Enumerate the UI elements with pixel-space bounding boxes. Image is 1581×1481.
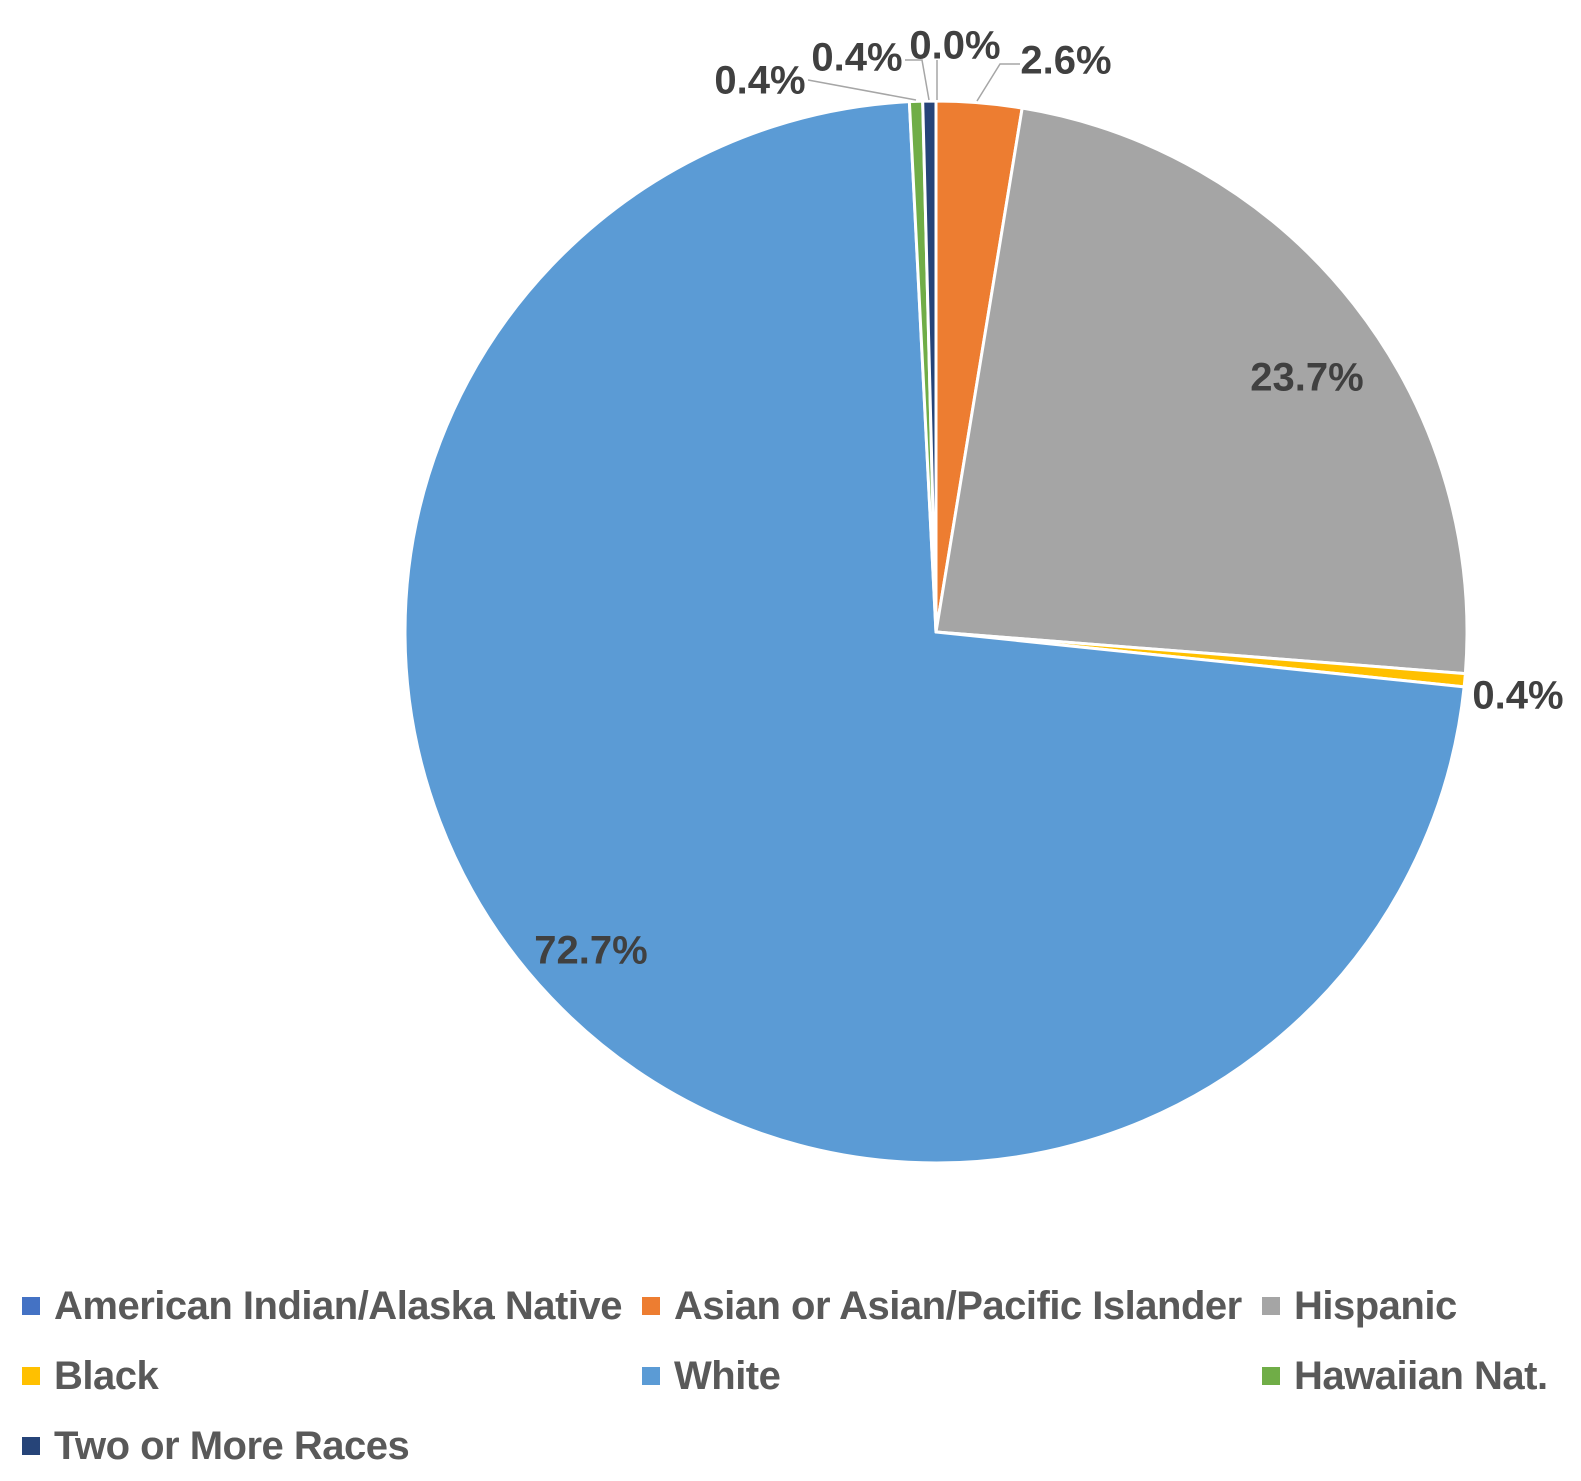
pie-slice-hispanic (934, 106, 1469, 676)
leader-line-two-or-more-races (905, 59, 930, 101)
legend-item-black: Black (22, 1352, 642, 1400)
data-labels: 0.0% 2.6%23.7%0.4%72.7%0.4%0.4% (534, 24, 1563, 973)
legend-label-hispanic: Hispanic (1294, 1283, 1457, 1328)
pie-chart: 0.0% 2.6%23.7%0.4%72.7%0.4%0.4% (403, 24, 1564, 1165)
data-label-white: 72.7% (534, 929, 647, 973)
data-label-hawaiian-nat: 0.4% (714, 59, 805, 103)
legend-label-white: White (674, 1353, 781, 1398)
legend-swatch-american-indian-alaska-native (22, 1297, 40, 1315)
leader-lines (807, 59, 1020, 102)
pie-slices (403, 99, 1469, 1165)
data-label-hispanic: 23.7% (1250, 356, 1363, 400)
data-label-black: 0.4% (1472, 674, 1563, 718)
leader-line-hawaiian-nat (807, 79, 917, 101)
legend-item-hispanic: Hispanic (1262, 1282, 1562, 1330)
legend-item-asian-or-asian-pacific-islander: Asian or Asian/Pacific Islander (642, 1282, 1262, 1330)
data-label-asian-or-asian-pacific-islander: 2.6% (1020, 39, 1111, 83)
legend-label-american-indian-alaska-native: American Indian/Alaska Native (54, 1283, 622, 1328)
legend-label-asian-or-asian-pacific-islander: Asian or Asian/Pacific Islander (674, 1283, 1242, 1328)
legend-label-hawaiian-nat: Hawaiian Nat. (1294, 1353, 1548, 1398)
legend-item-american-indian-alaska-native: American Indian/Alaska Native (22, 1282, 642, 1330)
data-label-american-indian-alaska-native: 0.0% (909, 24, 1000, 68)
chart-legend: American Indian/Alaska Native Asian or As… (22, 1282, 1562, 1470)
legend-swatch-white (642, 1367, 660, 1385)
legend-item-two-or-more-races: Two or More Races (22, 1422, 642, 1470)
pie-slice-two-or-more-races (921, 99, 938, 634)
legend-swatch-two-or-more-races (22, 1437, 40, 1455)
legend-label-black: Black (54, 1353, 159, 1398)
legend-swatch-hawaiian-nat (1262, 1367, 1280, 1385)
legend-item-hawaiian-nat: Hawaiian Nat. (1262, 1352, 1562, 1400)
legend-swatch-black (22, 1367, 40, 1385)
legend-label-two-or-more-races: Two or More Races (54, 1423, 410, 1468)
legend-swatch-hispanic (1262, 1297, 1280, 1315)
leader-line-asian-or-asian-pacific-islander (976, 63, 1020, 102)
data-label-two-or-more-races: 0.4% (811, 36, 902, 80)
legend-swatch-asian-or-asian-pacific-islander (642, 1297, 660, 1315)
legend-item-white: White (642, 1352, 1262, 1400)
